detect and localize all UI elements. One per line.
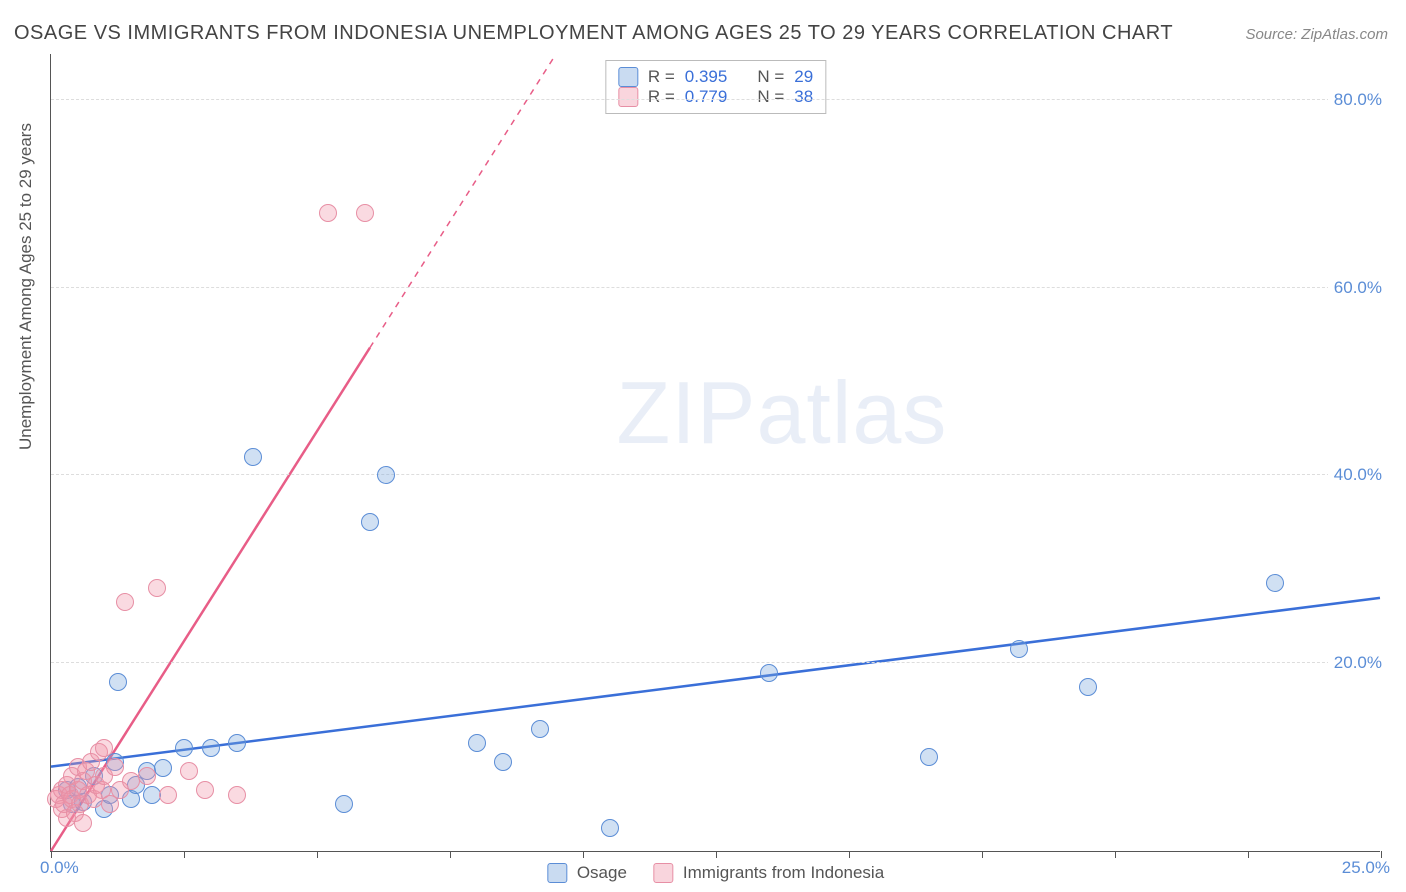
data-point <box>319 204 337 222</box>
data-point <box>138 767 156 785</box>
data-point <box>95 739 113 757</box>
swatch-icon <box>618 67 638 87</box>
data-point <box>356 204 374 222</box>
gridline <box>51 287 1380 288</box>
data-point <box>1266 574 1284 592</box>
data-point <box>335 795 353 813</box>
x-tick <box>450 851 451 858</box>
legend-label: Osage <box>577 863 627 883</box>
data-point <box>1079 678 1097 696</box>
x-axis-min-label: 0.0% <box>40 858 79 878</box>
chart-container: OSAGE VS IMMIGRANTS FROM INDONESIA UNEMP… <box>0 0 1406 892</box>
data-point <box>228 786 246 804</box>
data-point <box>244 448 262 466</box>
data-point <box>361 513 379 531</box>
legend-label: Immigrants from Indonesia <box>683 863 884 883</box>
data-point <box>159 786 177 804</box>
x-tick <box>1248 851 1249 858</box>
x-tick <box>317 851 318 858</box>
y-tick-label: 20.0% <box>1328 653 1382 673</box>
data-point <box>468 734 486 752</box>
data-point <box>154 759 172 777</box>
swatch-icon <box>547 863 567 883</box>
x-tick <box>849 851 850 858</box>
data-point <box>601 819 619 837</box>
gridline <box>51 474 1380 475</box>
x-tick <box>716 851 717 858</box>
r-value: 0.395 <box>685 67 728 87</box>
x-tick <box>51 851 52 858</box>
gridline <box>51 662 1380 663</box>
chart-title: OSAGE VS IMMIGRANTS FROM INDONESIA UNEMP… <box>14 22 1173 45</box>
y-axis-label: Unemployment Among Ages 25 to 29 years <box>16 123 36 450</box>
data-point <box>531 720 549 738</box>
legend-item: Osage <box>547 863 627 883</box>
x-axis-max-label: 25.0% <box>1342 858 1390 878</box>
x-tick <box>1381 851 1382 858</box>
x-tick <box>184 851 185 858</box>
n-label: N = <box>757 87 784 107</box>
swatch-icon <box>618 87 638 107</box>
r-label: R = <box>648 67 675 87</box>
x-tick <box>583 851 584 858</box>
data-point <box>180 762 198 780</box>
source-label: Source: ZipAtlas.com <box>1245 26 1388 43</box>
legend-stats-row: R = 0.395 N = 29 <box>618 67 813 87</box>
r-label: R = <box>648 87 675 107</box>
n-label: N = <box>757 67 784 87</box>
data-point <box>148 579 166 597</box>
legend-series: Osage Immigrants from Indonesia <box>547 863 884 883</box>
legend-stats-row: R = 0.779 N = 38 <box>618 87 813 107</box>
data-point <box>377 466 395 484</box>
x-tick <box>982 851 983 858</box>
data-point <box>109 673 127 691</box>
data-point <box>106 758 124 776</box>
data-point <box>760 664 778 682</box>
x-tick <box>1115 851 1116 858</box>
swatch-icon <box>653 863 673 883</box>
y-tick-label: 40.0% <box>1328 465 1382 485</box>
data-point <box>196 781 214 799</box>
y-tick-label: 80.0% <box>1328 90 1382 110</box>
data-point <box>494 753 512 771</box>
r-value: 0.779 <box>685 87 728 107</box>
data-point <box>74 814 92 832</box>
legend-item: Immigrants from Indonesia <box>653 863 884 883</box>
data-point <box>920 748 938 766</box>
data-point <box>1010 640 1028 658</box>
n-value: 29 <box>794 67 813 87</box>
data-point <box>116 593 134 611</box>
n-value: 38 <box>794 87 813 107</box>
gridline <box>51 99 1380 100</box>
data-point <box>228 734 246 752</box>
y-tick-label: 60.0% <box>1328 278 1382 298</box>
data-point <box>202 739 220 757</box>
plot-area: ZIPatlas R = 0.395 N = 29 R = 0.779 N = … <box>50 54 1380 852</box>
data-point <box>175 739 193 757</box>
legend-stats: R = 0.395 N = 29 R = 0.779 N = 38 <box>605 60 826 114</box>
